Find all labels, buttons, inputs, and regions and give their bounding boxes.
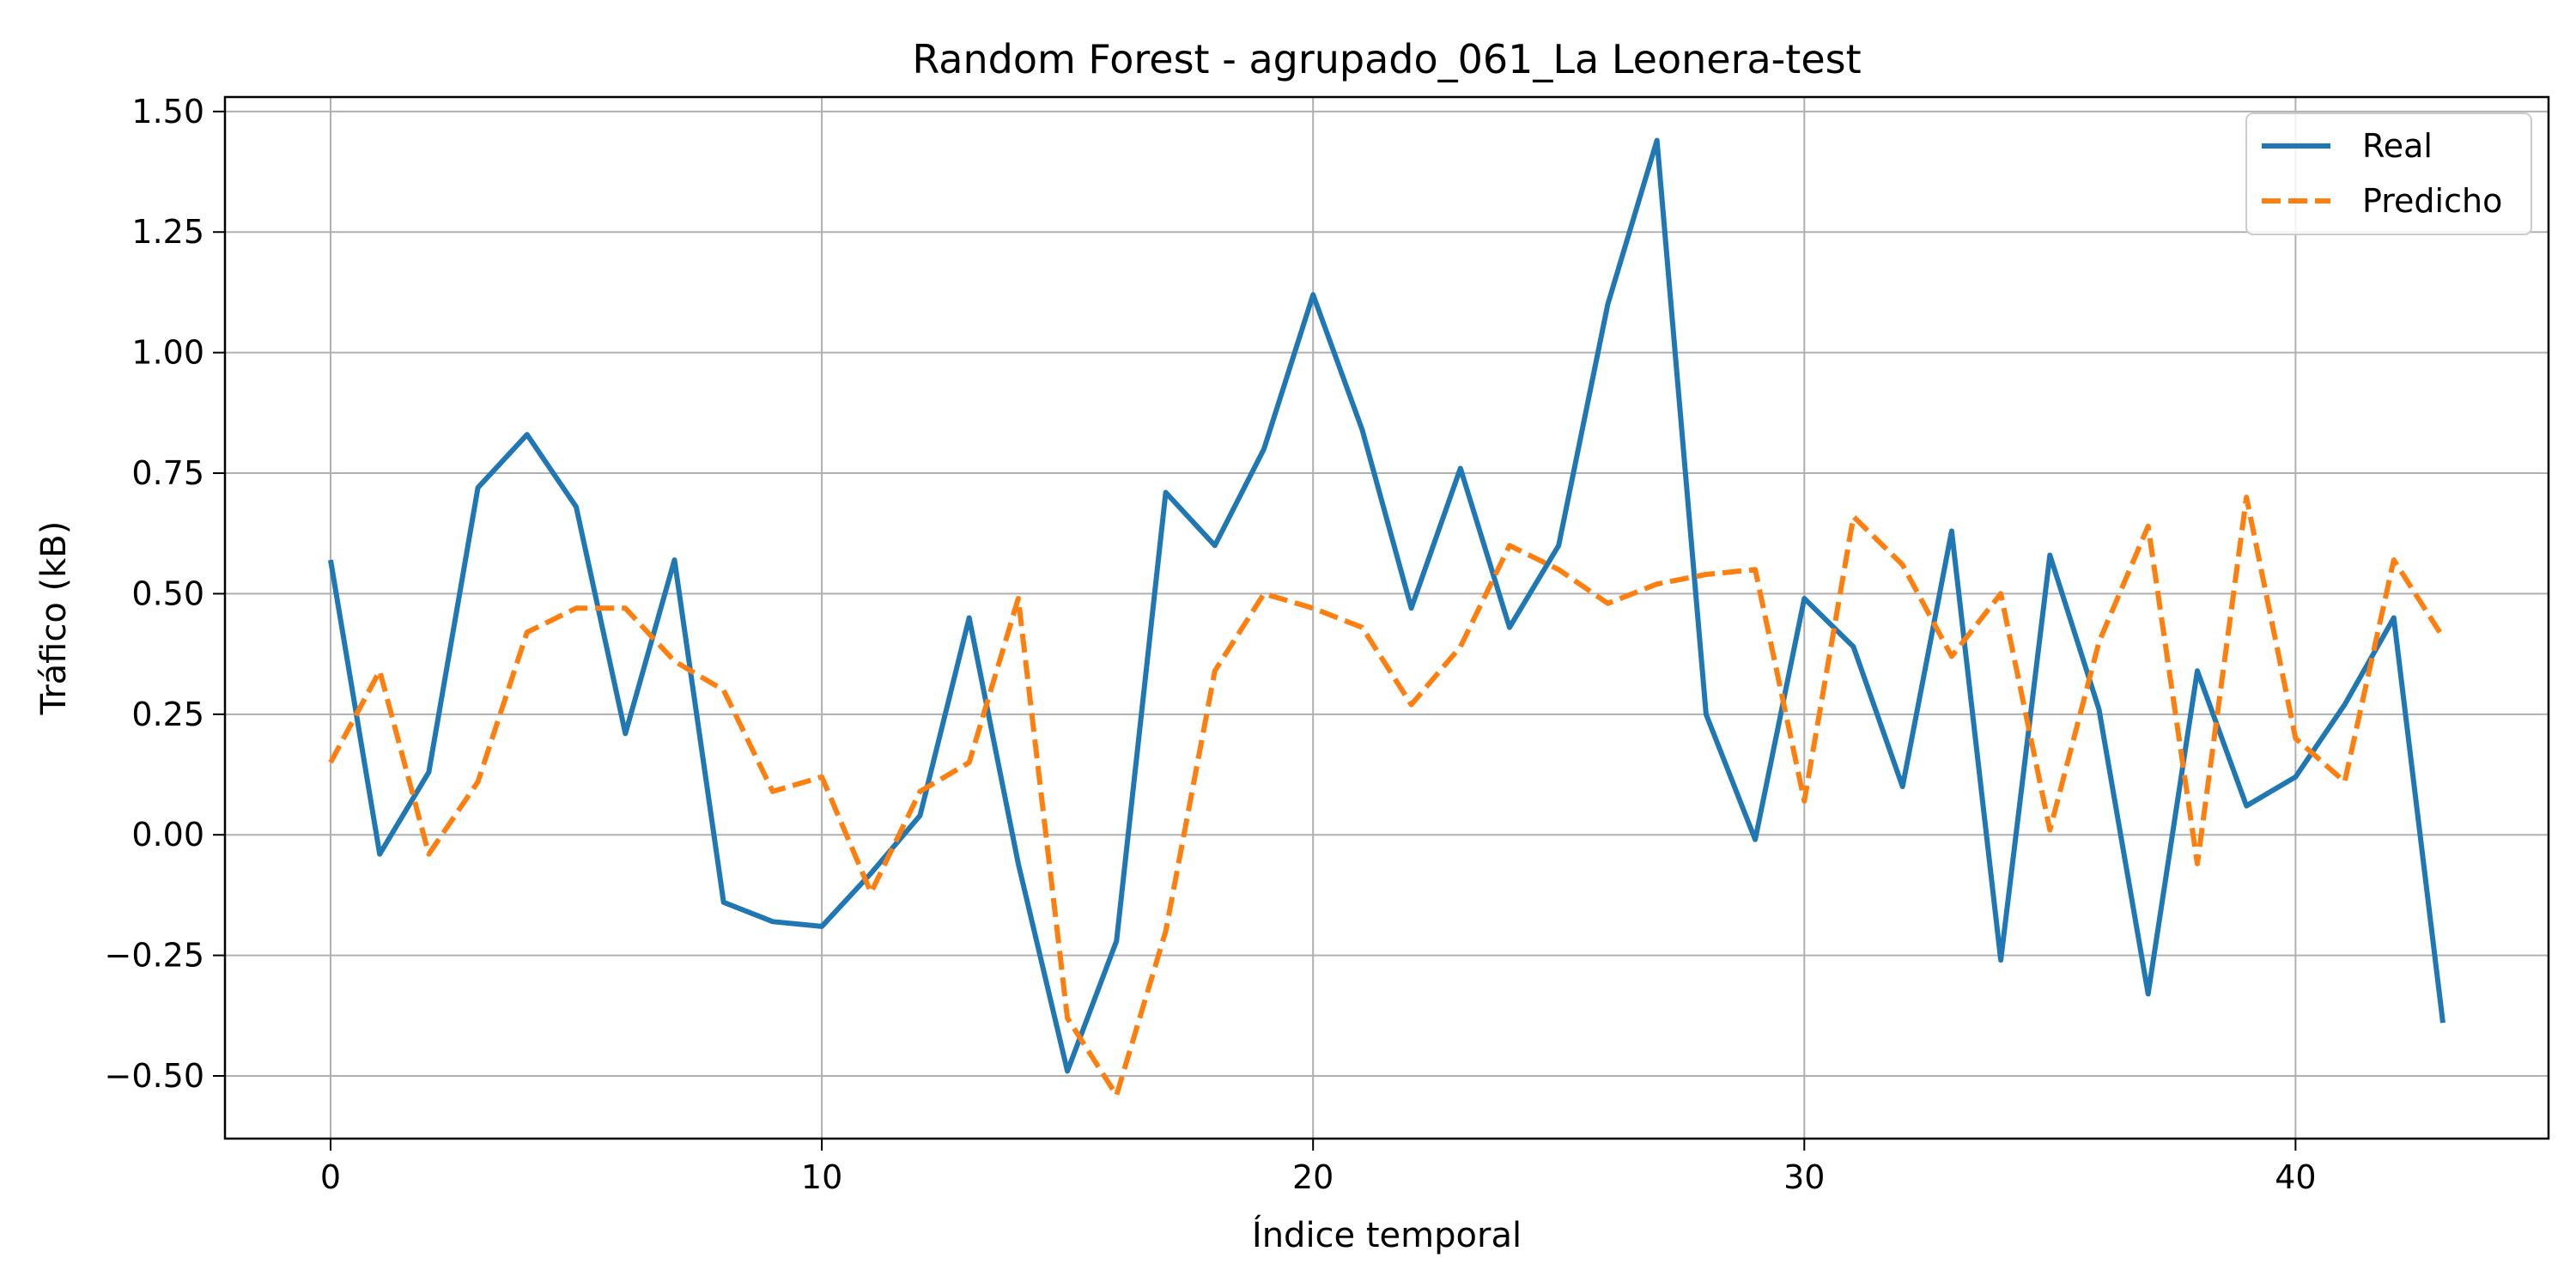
x-tick-label: 0 <box>320 1158 341 1196</box>
y-tick-label: −0.25 <box>105 937 204 975</box>
series-line-real <box>328 137 2445 1074</box>
y-tick-label: −0.50 <box>105 1057 204 1095</box>
ticks: 0 10 20 30 40 −0.50 −0.25 0.00 0.25 0.50 0.75 1.00 1… <box>105 93 2317 1196</box>
y-tick-label: 0.75 <box>131 454 204 492</box>
y-tick-label: 0.25 <box>131 696 204 733</box>
grid <box>225 97 2549 1139</box>
y-axis-label: Tráfico (kB) <box>34 521 74 716</box>
series-lines <box>328 137 2445 1098</box>
x-tick-label: 30 <box>1783 1158 1825 1196</box>
y-tick-label: 1.00 <box>131 334 204 372</box>
y-tick-label: 0.00 <box>131 816 204 854</box>
series-line-predicho <box>328 495 2445 1098</box>
x-tick-label: 10 <box>801 1158 842 1196</box>
y-tick-label: 1.50 <box>131 93 204 131</box>
x-tick-label: 40 <box>2275 1158 2316 1196</box>
x-axis-label: Índice temporal <box>1252 1214 1522 1255</box>
plot-frame <box>223 95 2550 1140</box>
legend-label-real: Real <box>2362 127 2433 165</box>
chart-title: Random Forest - agrupado_061_La Leonera-… <box>912 36 1861 82</box>
legend: Real Predicho <box>2245 112 2532 235</box>
y-tick-label: 0.50 <box>131 574 204 612</box>
legend-label-predicho: Predicho <box>2362 182 2502 220</box>
y-tick-label: 1.25 <box>131 213 204 251</box>
x-tick-label: 20 <box>1292 1158 1334 1196</box>
